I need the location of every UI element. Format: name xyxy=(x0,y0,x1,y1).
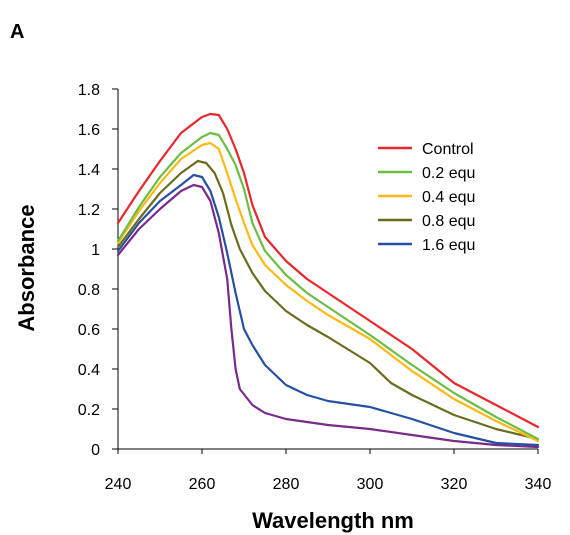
y-tick-label: 0.8 xyxy=(78,282,100,299)
series-line-0.4-equ xyxy=(116,141,540,443)
y-tick-label: 1.4 xyxy=(78,162,100,179)
y-tick-label: 1.2 xyxy=(78,202,100,219)
panel-label: A xyxy=(10,21,24,43)
y-tick-label: 1 xyxy=(91,242,100,259)
series-line-1.6-equ xyxy=(116,173,540,447)
series-line-unlabeled xyxy=(116,183,540,449)
x-axis-title: Wavelength nm xyxy=(252,508,414,533)
series-line-0.8-equ xyxy=(116,159,540,441)
x-tick-label: 240 xyxy=(105,476,132,493)
y-tick-label: 1.8 xyxy=(78,82,100,99)
x-tick-label: 260 xyxy=(189,476,216,493)
y-tick-label: 0.6 xyxy=(78,322,100,339)
legend-label: 1.6 equ xyxy=(422,237,475,254)
legend-label: Control xyxy=(422,141,474,158)
series-line-control xyxy=(116,112,540,429)
x-tick-label: 320 xyxy=(441,476,468,493)
y-tick-label: 0 xyxy=(91,442,100,459)
legend-label: 0.4 equ xyxy=(422,189,475,206)
y-axis-title: Absorbance xyxy=(14,204,39,331)
series-line-0.2-equ xyxy=(116,131,540,441)
legend-label: 0.8 equ xyxy=(422,213,475,230)
y-tick-label: 0.4 xyxy=(78,362,100,379)
x-tick-label: 280 xyxy=(273,476,300,493)
x-tick-label: 300 xyxy=(357,476,384,493)
y-tick-label: 1.6 xyxy=(78,122,100,139)
legend-label: 0.2 equ xyxy=(422,165,475,182)
y-tick-label: 0.2 xyxy=(78,402,100,419)
legend: Control 0.2 equ 0.4 equ 0.8 equ 1.6 equ xyxy=(378,141,475,254)
axes: 0 0.2 0.4 0.6 0.8 1 1.2 1.4 1.6 1.8 240 260 280 300 32… xyxy=(78,82,552,493)
x-tick-label: 340 xyxy=(525,476,552,493)
plot-area xyxy=(116,112,540,449)
